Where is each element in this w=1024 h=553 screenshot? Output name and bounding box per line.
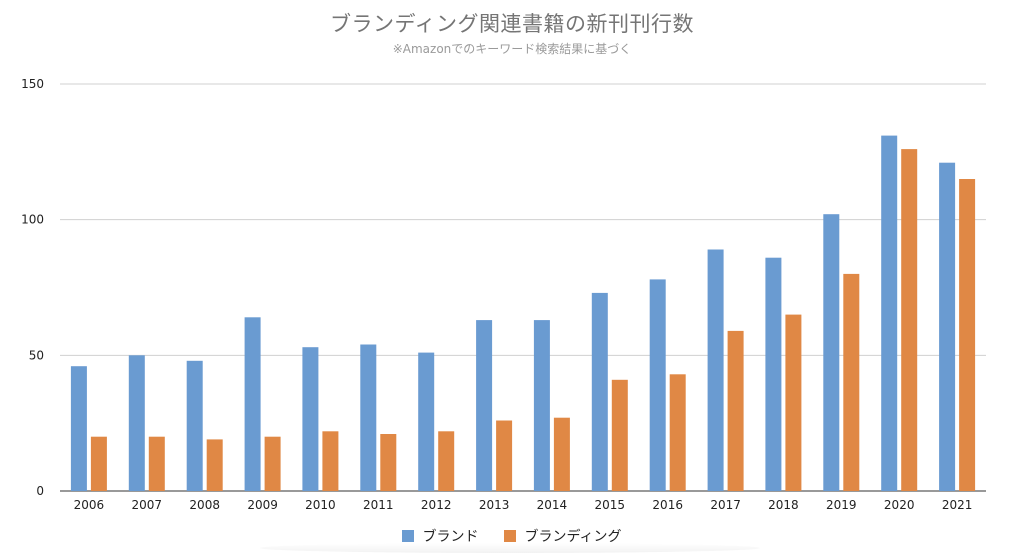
bar-branding (322, 431, 339, 491)
x-tick-label: 2007 (132, 498, 163, 512)
bar-brand (128, 355, 145, 491)
bar-brand (70, 366, 87, 491)
x-tick-label: 2011 (363, 498, 394, 512)
bar-brand (533, 320, 550, 491)
x-tick-label: 2021 (942, 498, 973, 512)
bar-branding (380, 434, 397, 491)
y-tick-label: 150 (21, 77, 44, 91)
x-tick-label: 2009 (247, 498, 278, 512)
x-tick-label: 2017 (710, 498, 741, 512)
bar-brand (823, 214, 840, 491)
bar-brand (591, 292, 608, 491)
bottom-shadow (260, 543, 760, 553)
bar-brand (186, 360, 203, 491)
x-tick-label: 2015 (595, 498, 626, 512)
bar-brand (881, 135, 898, 491)
bar-brand (302, 347, 319, 491)
legend-swatch-brand (402, 530, 415, 542)
bar-brand (244, 317, 261, 491)
bar-branding (496, 420, 513, 491)
x-tick-label: 2013 (479, 498, 510, 512)
bar-branding (148, 436, 165, 491)
bar-branding (727, 330, 744, 491)
x-tick-label: 2010 (305, 498, 336, 512)
chart-title: ブランディング関連書籍の新刊刊行数 (329, 12, 695, 36)
bar-branding (553, 417, 570, 491)
x-tick-label: 2014 (537, 498, 568, 512)
bar-branding (785, 314, 802, 491)
bar-branding (901, 149, 918, 491)
x-tick-label: 2012 (421, 498, 452, 512)
bar-branding (264, 436, 281, 491)
bar-branding (959, 179, 976, 491)
x-tick-label: 2006 (74, 498, 105, 512)
legend-item-brand: ブランド (402, 526, 478, 546)
bar-branding (843, 273, 860, 491)
bar-brand (360, 344, 377, 491)
legend-label-brand: ブランド (422, 529, 479, 545)
bar-branding (438, 431, 455, 491)
legend: ブランド ブランディング (0, 526, 1024, 546)
bar-brand (939, 162, 956, 491)
y-tick-label: 100 (21, 213, 44, 227)
legend-label-branding: ブランディング (524, 529, 622, 545)
bar-brand (418, 352, 435, 491)
bar-branding (90, 436, 107, 491)
bar-brand (707, 249, 724, 491)
x-tick-label: 2020 (884, 498, 915, 512)
legend-swatch-branding (504, 530, 517, 542)
chart-subtitle: ※Amazonでのキーワード検索結果に基づく (392, 42, 632, 56)
x-tick-label: 2018 (768, 498, 799, 512)
legend-item-branding: ブランディング (504, 526, 622, 546)
bar-branding (206, 439, 223, 491)
bar-branding (669, 374, 686, 491)
x-tick-label: 2019 (826, 498, 857, 512)
y-tick-label: 50 (29, 348, 44, 362)
bar-brand (765, 257, 782, 491)
x-tick-label: 2016 (652, 498, 683, 512)
bar-branding (611, 379, 628, 491)
bar-brand (476, 320, 493, 491)
bar-brand (649, 279, 666, 491)
x-tick-label: 2008 (189, 498, 220, 512)
y-tick-label: 0 (36, 484, 44, 498)
